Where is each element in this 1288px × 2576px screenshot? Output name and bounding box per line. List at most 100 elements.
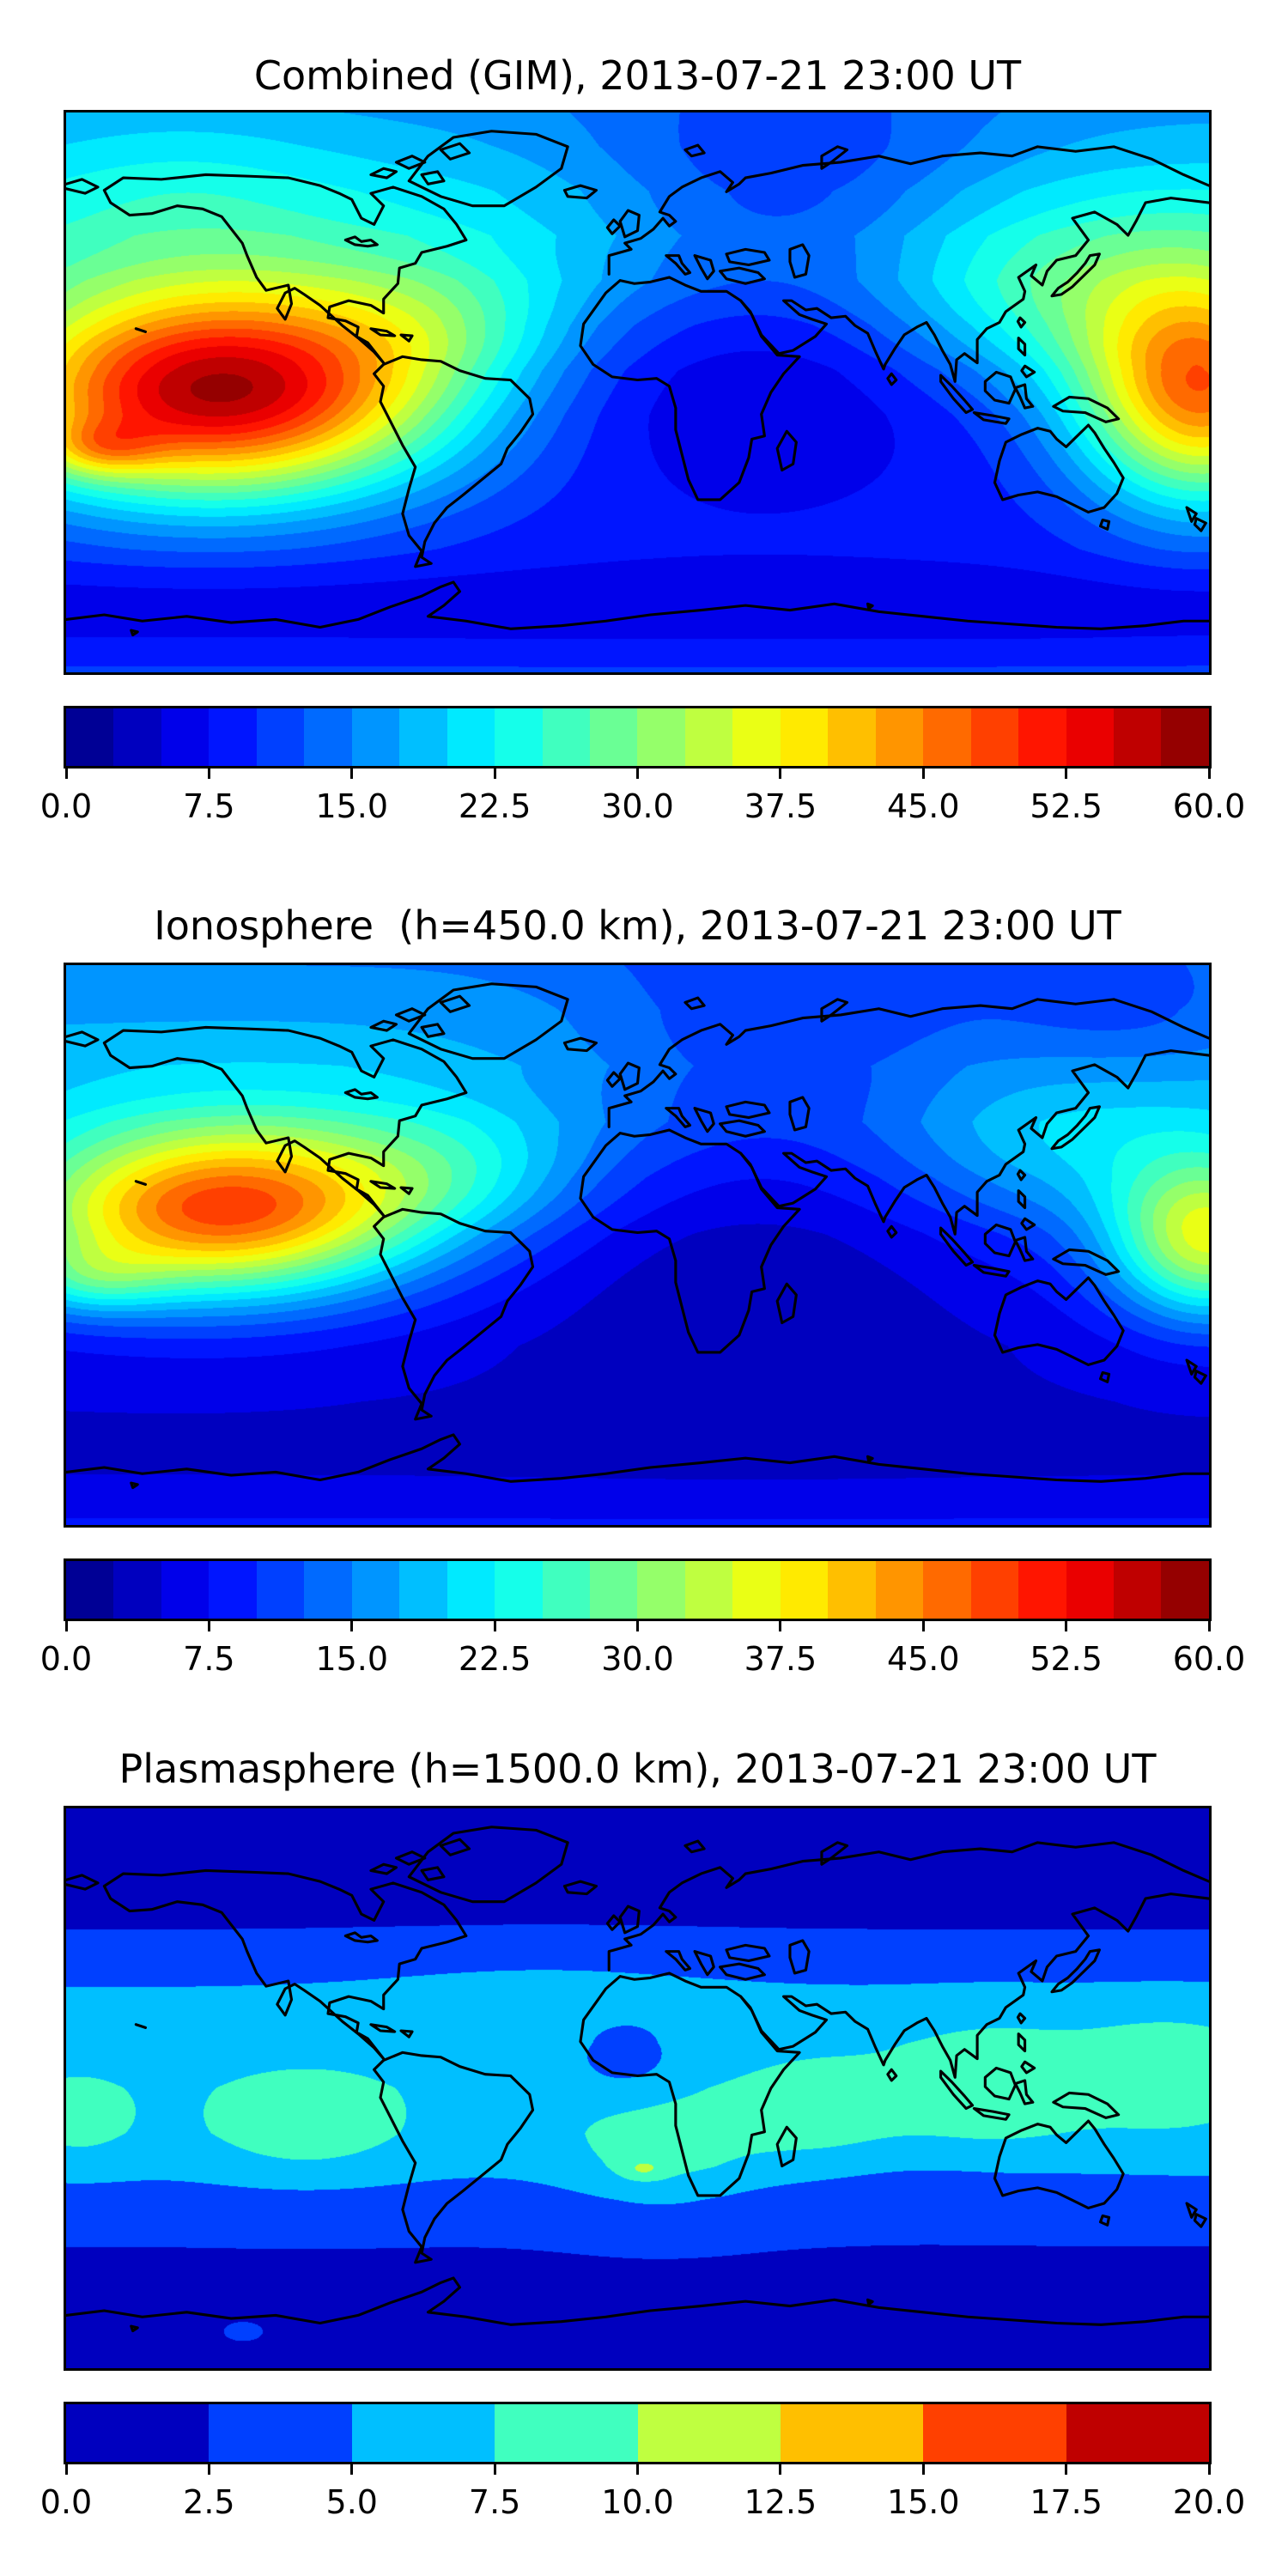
- colorbar-segment: [351, 1561, 400, 1619]
- colorbar-segment: [304, 708, 352, 766]
- colorbar-tick: [921, 1619, 925, 1631]
- colorbar-tick-label: 12.5: [744, 2483, 817, 2521]
- colorbar-segment: [1113, 1561, 1162, 1619]
- colorbar-segment: [113, 1561, 161, 1619]
- colorbar-segment: [66, 2404, 210, 2462]
- colorbar-segment: [970, 708, 1019, 766]
- map-frame: [64, 963, 1212, 1528]
- colorbar-segment: [589, 708, 638, 766]
- colorbar-segment: [1161, 1561, 1209, 1619]
- colorbar-tick-label: 52.5: [1030, 1640, 1103, 1678]
- colorbar-tick-label: 17.5: [1030, 2483, 1103, 2521]
- colorbar-segment: [875, 708, 924, 766]
- colorbar-segment: [637, 708, 685, 766]
- colorbar-tick-label: 20.0: [1172, 2483, 1246, 2521]
- colorbar-tick-label: 5.0: [325, 2483, 378, 2521]
- panel-title: Combined (GIM), 2013-07-21 23:00 UT: [253, 52, 1022, 99]
- colorbar-segment: [209, 2404, 352, 2462]
- colorbar-segment: [66, 708, 114, 766]
- colorbar-tick-label: 45.0: [886, 1640, 960, 1678]
- colorbar-tick: [921, 766, 925, 779]
- colorbar-segment: [684, 1561, 733, 1619]
- colorbar-segment: [1066, 2404, 1209, 2462]
- colorbar-tick-label: 15.0: [315, 787, 389, 825]
- colorbar-segment: [923, 2404, 1066, 2462]
- colorbar-segment: [542, 1561, 590, 1619]
- colorbar-segment: [637, 1561, 685, 1619]
- colorbar-segment: [1066, 708, 1114, 766]
- colorbar-tick-label: 22.5: [458, 787, 532, 825]
- colorbar-tick: [1065, 766, 1068, 779]
- colorbar-tick-labels: 0.0 7.5 15.0 22.5 30.0 37.5 45.0 52.5 60.0: [40, 787, 1246, 826]
- colorbar-tick-label: 22.5: [458, 1640, 532, 1678]
- coastlines-overlay: [66, 130, 1209, 637]
- colorbar-tick: [207, 766, 210, 779]
- colorbar-tick: [64, 2462, 68, 2475]
- colorbar-tick: [1207, 2462, 1211, 2475]
- colorbar-segment: [732, 708, 781, 766]
- colorbar-segment: [828, 708, 876, 766]
- colorbar-tick-label: 37.5: [744, 787, 817, 825]
- colorbar-segment: [1018, 708, 1066, 766]
- colorbar-tick: [636, 2462, 639, 2475]
- colorbar-tick-label: 30.0: [601, 787, 674, 825]
- colorbar-segment: [351, 708, 400, 766]
- colorbar-tick: [779, 2462, 782, 2475]
- colorbar-tick: [1207, 1619, 1211, 1631]
- colorbar-tick-label: 10.0: [601, 2483, 674, 2521]
- colorbar-tick-label: 37.5: [744, 1640, 817, 1678]
- colorbar-segment: [256, 708, 305, 766]
- colorbar-segment: [209, 708, 257, 766]
- colorbar-tick: [350, 1619, 354, 1631]
- colorbar-tick: [1207, 766, 1211, 779]
- coastlines-overlay: [66, 1826, 1209, 2333]
- colorbar-tick: [350, 766, 354, 779]
- colorbar-tick: [779, 766, 782, 779]
- colorbar-segment: [113, 708, 161, 766]
- colorbar-segment: [495, 2404, 638, 2462]
- colorbar-tick: [1065, 2462, 1068, 2475]
- colorbar-tick-labels: 0.0 7.5 15.0 22.5 30.0 37.5 45.0 52.5 60.0: [40, 1639, 1246, 1679]
- colorbar-tick: [1065, 1619, 1068, 1631]
- colorbar-segment: [637, 2404, 781, 2462]
- colorbar-segment: [447, 708, 495, 766]
- colorbar-segment: [351, 2404, 495, 2462]
- colorbar-segment: [66, 1561, 114, 1619]
- colorbar-segment: [970, 1561, 1019, 1619]
- colorbar-tick-label: 15.0: [315, 1640, 389, 1678]
- colorbar-segment: [1161, 708, 1209, 766]
- colorbar-segment: [161, 708, 210, 766]
- colorbar-tick-label: 7.5: [183, 787, 235, 825]
- colorbar-tick-label: 60.0: [1172, 787, 1246, 825]
- colorbar-tick-label: 30.0: [601, 1640, 674, 1678]
- panel-title: Plasmasphere (h=1500.0 km), 2013-07-21 2…: [118, 1746, 1157, 1792]
- colorbar-segment: [684, 708, 733, 766]
- colorbar-segment: [780, 2404, 924, 2462]
- colorbar-tick-label: 60.0: [1172, 1640, 1246, 1678]
- colorbar-tick-label: 52.5: [1030, 787, 1103, 825]
- colorbar-segment: [447, 1561, 495, 1619]
- colorbar-segment: [780, 708, 829, 766]
- colorbar: [64, 1558, 1212, 1621]
- colorbar: [64, 2402, 1212, 2464]
- colorbar-tick-label: 2.5: [183, 2483, 235, 2521]
- colorbar-segment: [399, 1561, 447, 1619]
- colorbar-segment: [304, 1561, 352, 1619]
- colorbar-segment: [732, 1561, 781, 1619]
- colorbar-tick-label: 15.0: [886, 2483, 960, 2521]
- colorbar-tick-label: 45.0: [886, 787, 960, 825]
- colorbar-segment: [495, 708, 543, 766]
- colorbar-tick: [493, 1619, 496, 1631]
- colorbar-segment: [542, 708, 590, 766]
- colorbar-segment: [875, 1561, 924, 1619]
- colorbar-segment: [1066, 1561, 1114, 1619]
- colorbar-tick-label: 0.0: [39, 2483, 93, 2521]
- map-frame: [64, 1806, 1212, 2371]
- colorbar-tick: [921, 2462, 925, 2475]
- colorbar-tick: [493, 766, 496, 779]
- colorbar-tick: [207, 2462, 210, 2475]
- colorbar-segment: [495, 1561, 543, 1619]
- colorbar-tick: [636, 766, 639, 779]
- colorbar-segment: [589, 1561, 638, 1619]
- colorbar-segment: [256, 1561, 305, 1619]
